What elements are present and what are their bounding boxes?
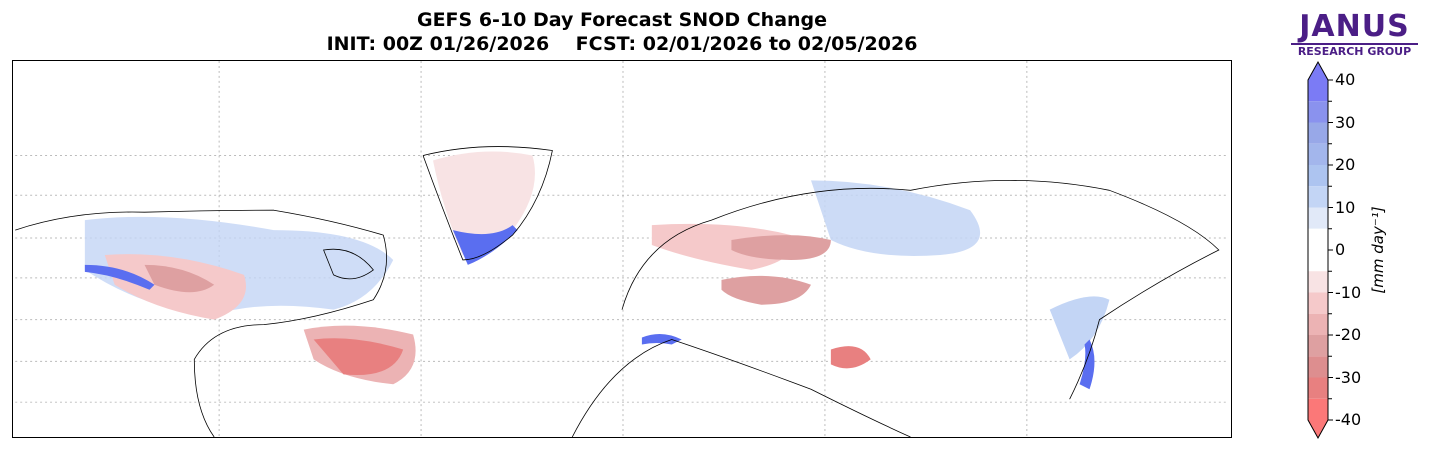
colorbar-bin [1308, 335, 1328, 357]
colorbar-bin [1308, 398, 1328, 420]
chart-title: GEFS 6-10 Day Forecast SNOD Change [416, 9, 828, 31]
colorbar-bin [1308, 313, 1328, 335]
colorbar [1307, 60, 1333, 440]
colorbar-bin [1308, 271, 1328, 293]
colorbar-bin [1308, 80, 1328, 102]
colorbar-tick-label: -40 [1335, 410, 1362, 429]
colorbar-label: [mm day⁻¹] [1369, 206, 1387, 294]
chart-subtitle: INIT: 00Z 01/26/2026 FCST: 02/01/2026 to… [326, 33, 918, 55]
gridlines [15, 61, 1229, 437]
colorbar-tick-label: 40 [1335, 70, 1356, 89]
colorbar-bin [1308, 228, 1328, 272]
snow-change-fields [84, 151, 1110, 390]
colorbar-bin [1308, 356, 1328, 378]
colorbar-bin [1308, 122, 1328, 144]
colorbar-tick-label: -10 [1335, 282, 1362, 302]
forecast-map [12, 60, 1232, 438]
colorbar-tick-label: 20 [1335, 155, 1356, 174]
colorbar-bin [1308, 143, 1328, 165]
colorbar-extend-min [1308, 420, 1328, 438]
colorbar-bin [1308, 377, 1328, 399]
logo-subtitle: RESEARCH GROUP [1297, 45, 1412, 58]
colorbar-extend-max [1308, 62, 1328, 80]
colorbar-bin [1308, 186, 1328, 208]
logo-rule [1291, 43, 1418, 45]
colorbar-bin [1308, 292, 1328, 314]
colorbar-tick-label: 0 [1335, 240, 1346, 259]
colorbar-tick-label: 30 [1335, 112, 1356, 132]
coastlines [15, 146, 1220, 437]
janus-logo: JANUS RESEARCH GROUP [1287, 12, 1422, 58]
colorbar-bin [1308, 101, 1328, 123]
colorbar-tick-label: -30 [1335, 367, 1362, 387]
colorbar-tick-label: -20 [1335, 325, 1362, 344]
colorbar-bin [1308, 165, 1328, 187]
logo-name: JANUS [1299, 9, 1410, 44]
colorbar-bin [1308, 207, 1328, 229]
colorbar-tick-label: 10 [1335, 197, 1356, 217]
